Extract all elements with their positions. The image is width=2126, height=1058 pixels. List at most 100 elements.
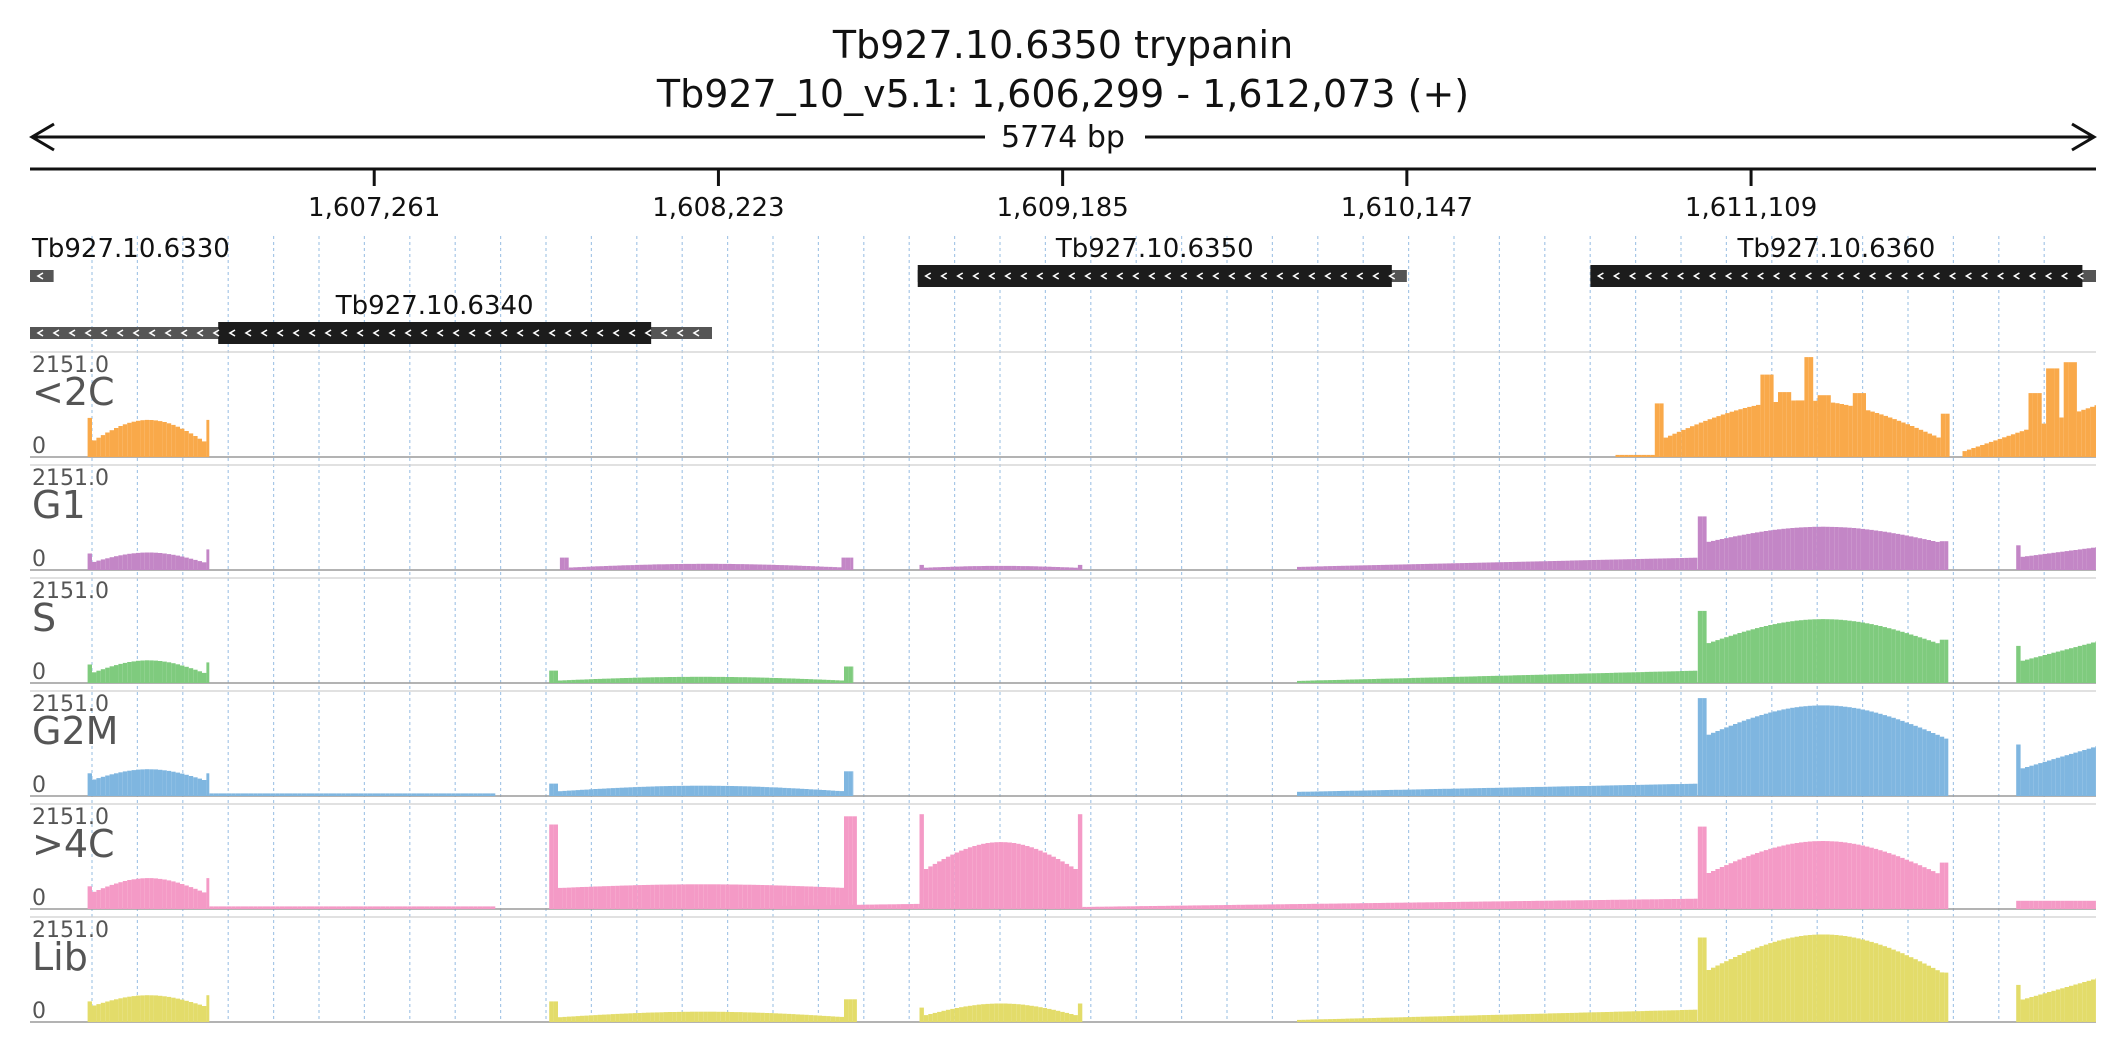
coverage-bar xyxy=(1548,900,1554,909)
coverage-bar xyxy=(1622,559,1627,570)
coverage-bar xyxy=(713,563,719,570)
span-arrow: 5774 bp xyxy=(29,120,2097,155)
coverage-bar xyxy=(1825,841,1830,909)
coverage-bar xyxy=(795,886,800,909)
coverage-bar xyxy=(96,1004,101,1022)
coverage-bar xyxy=(1926,869,1931,909)
coverage-bar xyxy=(610,1014,616,1022)
coverage-bar xyxy=(424,793,430,796)
coverage-bar xyxy=(650,1012,655,1022)
gene-Tb927.10.6330[interactable]: Tb927.10.6330 xyxy=(30,234,230,282)
coverage-bar xyxy=(407,906,412,909)
coverage-bar xyxy=(919,814,924,909)
coverage-bar xyxy=(297,906,302,909)
coverage-bar xyxy=(389,906,395,909)
coverage-bar xyxy=(1939,541,1945,570)
coverage-bar xyxy=(781,905,787,909)
coverage-bar xyxy=(1437,788,1443,796)
coverage-bar xyxy=(1622,672,1627,683)
coverage-bar xyxy=(468,793,474,796)
coverage-bar xyxy=(981,1004,986,1022)
coverage-bar xyxy=(197,671,202,683)
coverage-bar xyxy=(1473,901,1479,909)
coverage-bar xyxy=(490,906,496,909)
coverage-bar xyxy=(1468,562,1473,570)
coverage-bar xyxy=(1778,392,1783,457)
coverage-bar xyxy=(222,906,227,909)
coverage-bar xyxy=(1794,843,1799,909)
coverage-bar xyxy=(1922,638,1927,683)
coverage-bar xyxy=(188,433,194,457)
coverage-bar xyxy=(637,786,642,796)
coverage-bar xyxy=(1635,672,1641,683)
coverage-bar xyxy=(967,566,973,570)
coverage-bar xyxy=(2073,647,2078,683)
coverage-bar xyxy=(825,905,831,909)
coverage-bar xyxy=(972,846,977,909)
coverage-bar xyxy=(760,677,765,683)
coverage-bar xyxy=(1513,901,1518,909)
coverage-bar xyxy=(786,1013,792,1022)
coverage-bar xyxy=(429,906,434,909)
coverage-bar xyxy=(1139,906,1144,909)
coverage-bar xyxy=(1654,403,1660,457)
gene-Tb927.10.6340[interactable]: Tb927.10.6340 xyxy=(30,291,712,344)
coverage-bar xyxy=(762,564,767,570)
coverage-bar xyxy=(716,676,721,683)
coverage-bars xyxy=(87,516,2096,571)
coverage-bar xyxy=(2072,362,2077,457)
coverage-bar xyxy=(712,1011,717,1022)
coverage-bar xyxy=(1481,676,1487,683)
coverage-bar xyxy=(1768,848,1773,909)
coverage-bar xyxy=(1755,716,1760,796)
coverage-bar xyxy=(800,678,805,683)
coverage-bar xyxy=(1715,965,1720,1022)
coverage-bar xyxy=(1794,527,1799,570)
coverage-bar xyxy=(1679,1010,1685,1022)
coverage-bar xyxy=(778,678,783,683)
coverage-bar xyxy=(1750,949,1755,1022)
coverage-bar xyxy=(1407,564,1412,570)
coverage-bar xyxy=(989,842,995,909)
coverage-bar xyxy=(1944,738,1949,796)
coverage-bar xyxy=(1993,440,1998,457)
coverage-bar xyxy=(1812,526,1817,570)
coverage-bar xyxy=(690,1011,695,1022)
coverage-bar xyxy=(826,887,831,909)
coverage-bar xyxy=(1631,672,1636,683)
coverage-bar xyxy=(941,859,946,909)
coverage-bar xyxy=(553,783,558,796)
coverage-bar xyxy=(1104,906,1109,909)
coverage-bar xyxy=(328,906,333,909)
coverage-bar xyxy=(1926,731,1931,796)
coverage-bar xyxy=(433,906,439,909)
coverage-bar xyxy=(830,887,836,909)
coverage-bar xyxy=(1870,411,1875,457)
coverage-bar xyxy=(756,786,761,796)
coverage-bar xyxy=(1804,357,1809,457)
coverage-bar xyxy=(1895,856,1901,909)
coverage-bar xyxy=(1591,560,1597,570)
coverage-bar xyxy=(1715,731,1720,796)
coverage-bar xyxy=(1328,903,1334,909)
coverage-bar xyxy=(1345,679,1350,683)
coverage-bar xyxy=(1873,712,1879,796)
coverage-bar xyxy=(1825,934,1830,1022)
coverage-bar xyxy=(2010,434,2016,457)
coverage-bar xyxy=(883,904,888,909)
coverage-bar xyxy=(482,793,487,796)
coverage-bar xyxy=(206,995,210,1022)
coverage-bar xyxy=(599,566,604,570)
coverage-bar xyxy=(819,566,824,570)
coverage-bar xyxy=(742,786,748,796)
gene-Tb927.10.6350[interactable]: Tb927.10.6350 xyxy=(917,234,1407,287)
coverage-bar xyxy=(1935,643,1940,683)
gene-Tb927.10.6360[interactable]: Tb927.10.6360 xyxy=(1590,234,2096,287)
coverage-bar xyxy=(1879,414,1884,457)
coverage-bar xyxy=(2051,900,2056,909)
coverage-bar xyxy=(1847,527,1852,570)
coverage-bar xyxy=(1319,680,1324,683)
coverage-bar xyxy=(637,677,642,683)
coverage-bar xyxy=(937,1011,942,1022)
coverage-bar xyxy=(411,906,417,909)
